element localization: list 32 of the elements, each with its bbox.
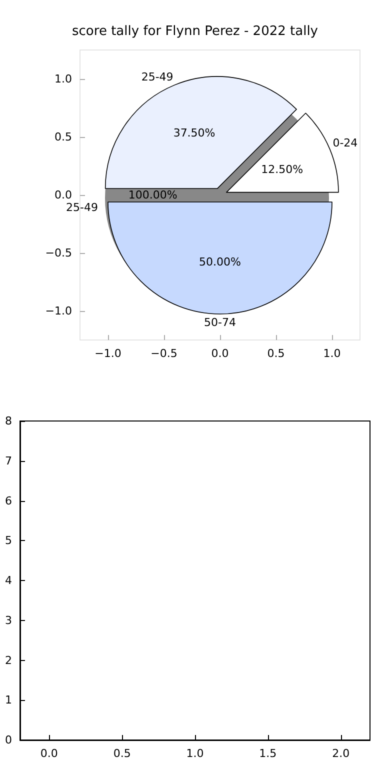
- y-tick-label: 3: [5, 614, 12, 627]
- y-tick-label: 7: [5, 454, 12, 468]
- x-tick-label: 0.0: [211, 347, 229, 360]
- y-tick-label: −1.0: [45, 304, 72, 318]
- y-tick-label: 0.5: [54, 130, 72, 144]
- slice-label: 25-49: [141, 70, 174, 84]
- y-tick-label: −0.5: [45, 246, 72, 260]
- x-tick-label: 1.0: [323, 347, 341, 360]
- data-label: 100.00%: [128, 188, 178, 202]
- slice-label: 50-74: [204, 316, 236, 329]
- y-tick-label: 6: [5, 494, 12, 508]
- x-tick-label: −1.0: [94, 347, 122, 360]
- slice-label: 25-49: [66, 201, 98, 214]
- y-tick-label: 8: [5, 414, 12, 428]
- y-tick-label: 1: [5, 694, 12, 707]
- y-tick-label: 0: [5, 734, 12, 746]
- x-tick-label: 1.5: [259, 747, 277, 760]
- y-tick-label: 0.0: [54, 188, 72, 202]
- y-tick-label: 2: [5, 654, 12, 667]
- data-label: 50.00%: [199, 256, 241, 269]
- data-label: 37.50%: [173, 126, 216, 140]
- data-label: 12.50%: [261, 162, 304, 176]
- slice-label: 0-24: [332, 136, 358, 150]
- y-tick-label: 1.0: [54, 72, 72, 86]
- x-tick-label: −0.5: [150, 347, 178, 360]
- y-tick-label: 5: [5, 534, 12, 548]
- y-tick-label: 4: [5, 574, 12, 587]
- x-tick-label: 0.5: [267, 347, 285, 360]
- x-tick-label: 1.0: [186, 747, 204, 760]
- chart-title: score tally for Flynn Perez - 2022 tally: [72, 24, 318, 39]
- x-tick-label: 2.0: [332, 747, 350, 760]
- x-tick-label: 0.5: [113, 747, 131, 760]
